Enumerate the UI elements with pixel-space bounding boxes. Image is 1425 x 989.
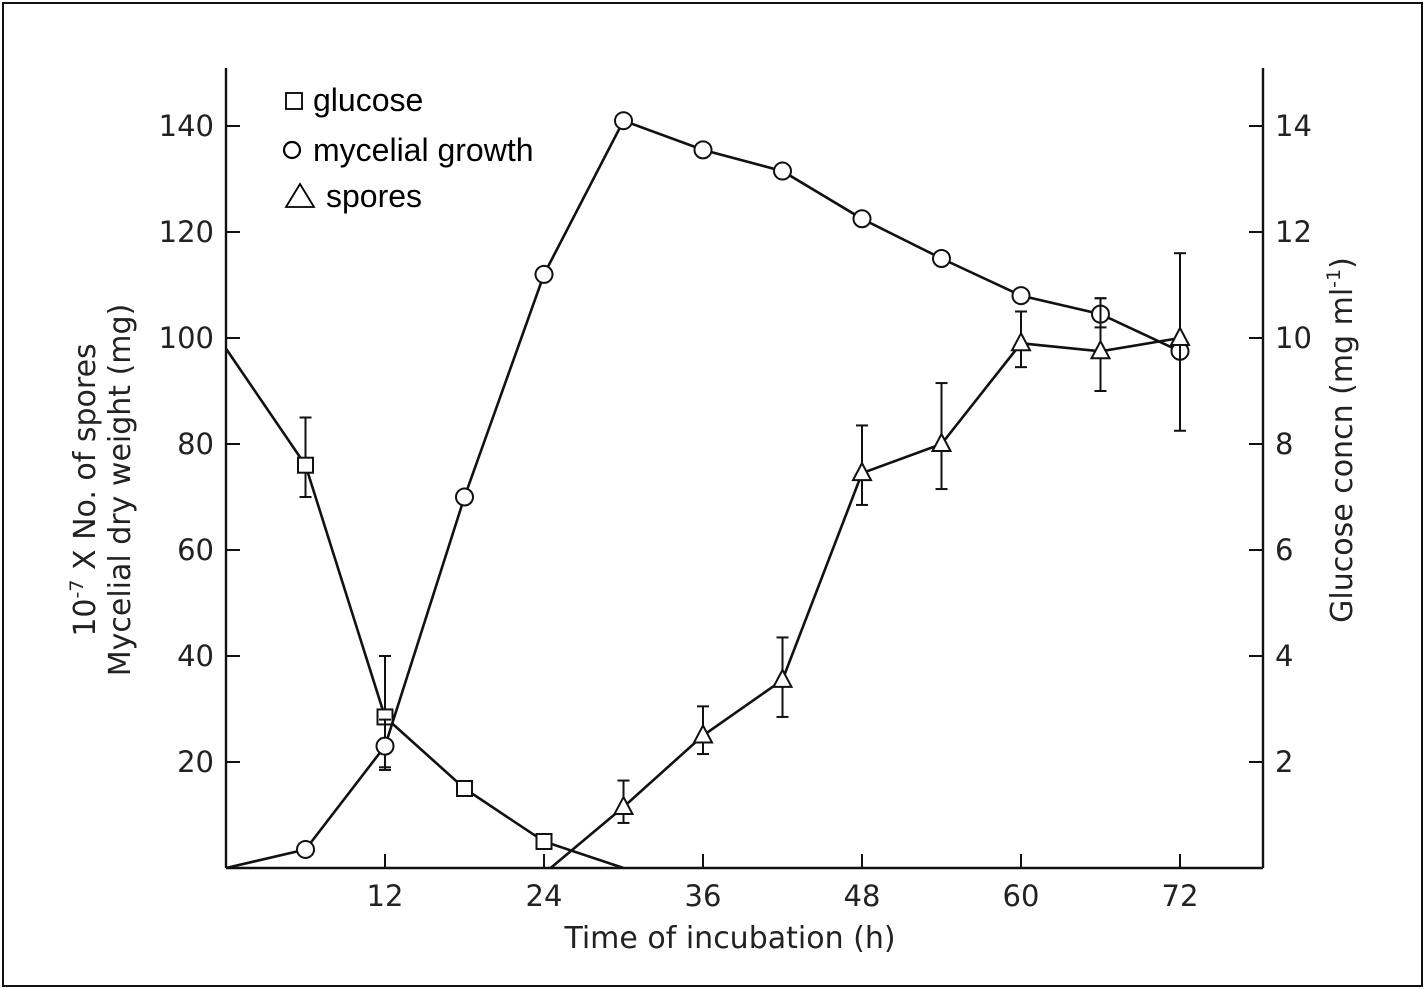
left-y-tick-label: 20	[177, 745, 214, 779]
spores-point	[1089, 339, 1112, 360]
legend-circle-icon	[282, 140, 302, 160]
x-tick-label: 12	[367, 879, 404, 913]
right-y-tick-label: 14	[1275, 109, 1312, 143]
mycelial-point	[375, 736, 395, 756]
left-y-tick-label: 140	[159, 109, 214, 143]
right-y-tick-label: 6	[1275, 533, 1293, 567]
left-y-axis-title: 10-7 X No. of spores Mycelial dry weight…	[66, 304, 138, 677]
spores-point	[851, 461, 873, 482]
x-tick-label: 24	[526, 879, 563, 913]
x-axis-title: Time of incubation (h)	[563, 921, 895, 956]
x-tick-label: 48	[844, 879, 881, 913]
x-tick-label: 72	[1162, 879, 1199, 913]
series-line-mycelial	[225, 119, 1181, 870]
mycelial-point	[693, 140, 713, 160]
mycelial-point	[1011, 286, 1031, 306]
glucose-point	[535, 833, 553, 850]
spores-point	[692, 723, 714, 744]
spores-point	[930, 431, 953, 452]
legend-square-icon	[285, 92, 303, 110]
mycelial-point	[932, 249, 951, 268]
left-y-title-line2: Mycelial dry weight (mg)	[103, 304, 138, 677]
spores-point	[771, 667, 794, 688]
spores-point	[612, 794, 635, 816]
series-spores	[549, 252, 1191, 869]
legend-triangle-icon	[284, 182, 316, 208]
right-y-title-main: Glucose concn (mg ml	[1325, 288, 1360, 623]
spores-point	[1169, 325, 1191, 346]
series-line-spores	[549, 336, 1181, 869]
left-y-title-spores: X No. of spores	[68, 343, 103, 579]
series-line-glucose	[224, 347, 624, 870]
right-y-axis-title: Glucose concn (mg ml-1)	[1323, 257, 1360, 623]
mycelial-point	[455, 487, 474, 507]
left-y-tick-label: 60	[177, 533, 214, 567]
right-y-tick-label: 8	[1275, 427, 1293, 461]
legend-mycelial-label: mycelial growth	[313, 132, 534, 168]
left-y-tick-label: 40	[177, 639, 214, 673]
x-tick-label: 36	[685, 879, 722, 913]
left-y-tick-label: 80	[177, 427, 214, 461]
svg-text:Glucose concn (mg ml-1): Glucose concn (mg ml-1)	[1323, 257, 1360, 623]
series-glucose	[224, 347, 624, 870]
left-y-title-power-base: 10	[68, 598, 103, 636]
right-y-tick-label: 2	[1275, 745, 1293, 779]
mycelial-point	[773, 161, 792, 181]
legend-glucose-label: glucose	[313, 82, 423, 118]
axes	[224, 68, 1265, 870]
right-y-tick-label: 10	[1275, 321, 1312, 355]
legend-spores-label: spores	[326, 178, 422, 214]
right-y-tick-label: 4	[1275, 639, 1293, 673]
spores-point	[1010, 331, 1032, 352]
glucose-point	[297, 456, 314, 474]
legend: glucose mycelial growth spores	[282, 82, 534, 214]
left-y-title-exponent: -7	[66, 580, 88, 599]
mycelial-point	[852, 209, 872, 229]
mycelial-point	[534, 264, 554, 284]
right-y-title-close: )	[1325, 257, 1360, 269]
series-layer	[224, 111, 1191, 870]
mycelial-point	[614, 111, 633, 131]
left-y-title-line1: 10-7 X No. of spores	[66, 343, 103, 636]
right-y-tick-label: 12	[1275, 215, 1312, 249]
left-y-tick-label: 120	[159, 215, 214, 249]
glucose-point	[456, 780, 473, 797]
right-y-title-exponent: -1	[1323, 269, 1345, 288]
x-tick-label: 60	[1003, 879, 1040, 913]
left-y-tick-label: 100	[159, 321, 214, 355]
mycelial-point	[296, 839, 315, 859]
